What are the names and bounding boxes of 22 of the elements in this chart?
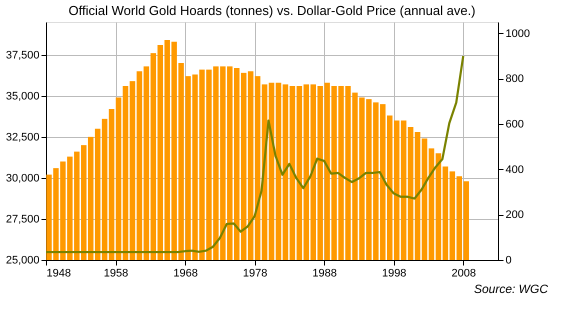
x-tick-label: 1958 [104, 268, 128, 280]
y-tick-label: 30,000 [6, 172, 40, 184]
line-series [44, 54, 464, 254]
y2-tick-label: 600 [506, 118, 524, 130]
chart-title: Official World Gold Hoards (tonnes) vs. Dollar-Gold Price (annual ave.) [68, 3, 476, 18]
y2-tick-label: 400 [506, 164, 524, 176]
x-tick-label: 1948 [46, 268, 71, 280]
x-tick-label: 1988 [312, 268, 337, 280]
source-note: Source: WGC [474, 282, 548, 296]
x-tick-label: 2008 [451, 268, 476, 280]
x-tick-label: 1978 [242, 268, 268, 280]
y2-tick-label: 0 [506, 254, 512, 266]
y2-tick-label: 1000 [506, 28, 530, 40]
x-tick-label: 1968 [173, 268, 198, 280]
y-tick-label: 35,000 [6, 90, 40, 102]
x-tick-label: 1998 [382, 268, 406, 280]
y-tick-label: 37,500 [6, 49, 40, 62]
y-tick-label: 32,500 [6, 131, 40, 144]
y-tick-label: 25,000 [6, 254, 40, 266]
y-tick-label: 27,500 [6, 213, 40, 226]
y2-tick-label: 800 [506, 73, 524, 86]
y2-tick-label: 200 [506, 209, 524, 222]
